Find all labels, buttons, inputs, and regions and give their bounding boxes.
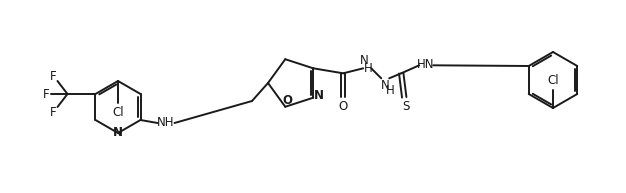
Text: F: F [50,106,57,119]
Text: F: F [43,87,50,101]
Text: HN: HN [416,58,434,71]
Text: Cl: Cl [547,74,559,87]
Text: N: N [381,79,389,92]
Text: H: H [386,84,394,97]
Text: Cl: Cl [112,106,124,119]
Text: N: N [360,54,369,67]
Text: H: H [364,62,372,75]
Text: N: N [113,126,123,140]
Text: O: O [339,100,348,113]
Text: NH: NH [156,117,174,130]
Text: F: F [50,69,57,82]
Text: N: N [314,89,324,102]
Text: S: S [403,100,410,113]
Text: O: O [282,94,292,107]
